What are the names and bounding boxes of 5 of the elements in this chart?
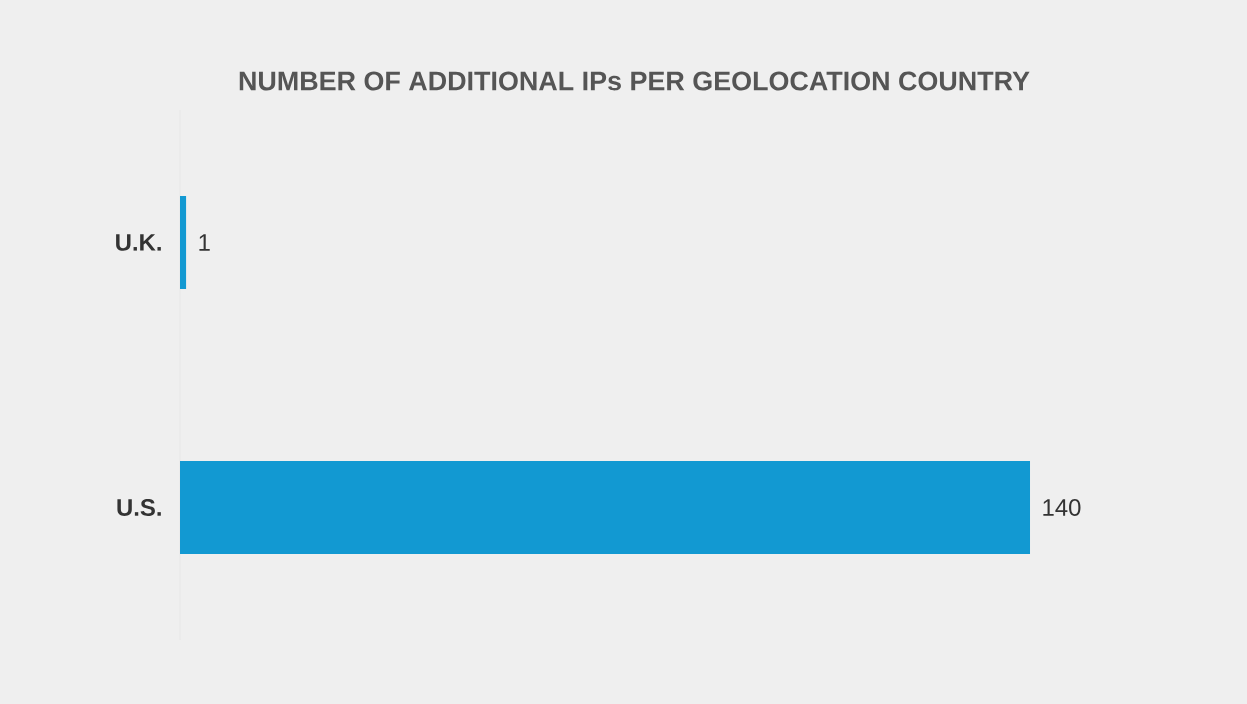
y-tick-label: U.K.: [116, 234, 161, 251]
data-label: 140: [1043, 499, 1081, 516]
y-tick-label: U.S.: [117, 499, 161, 516]
data-label: 1: [199, 234, 210, 251]
chart-title: NUMBER OF ADDITIONAL IPs PER GEOLOCATION COUNTRY: [239, 71, 1030, 91]
